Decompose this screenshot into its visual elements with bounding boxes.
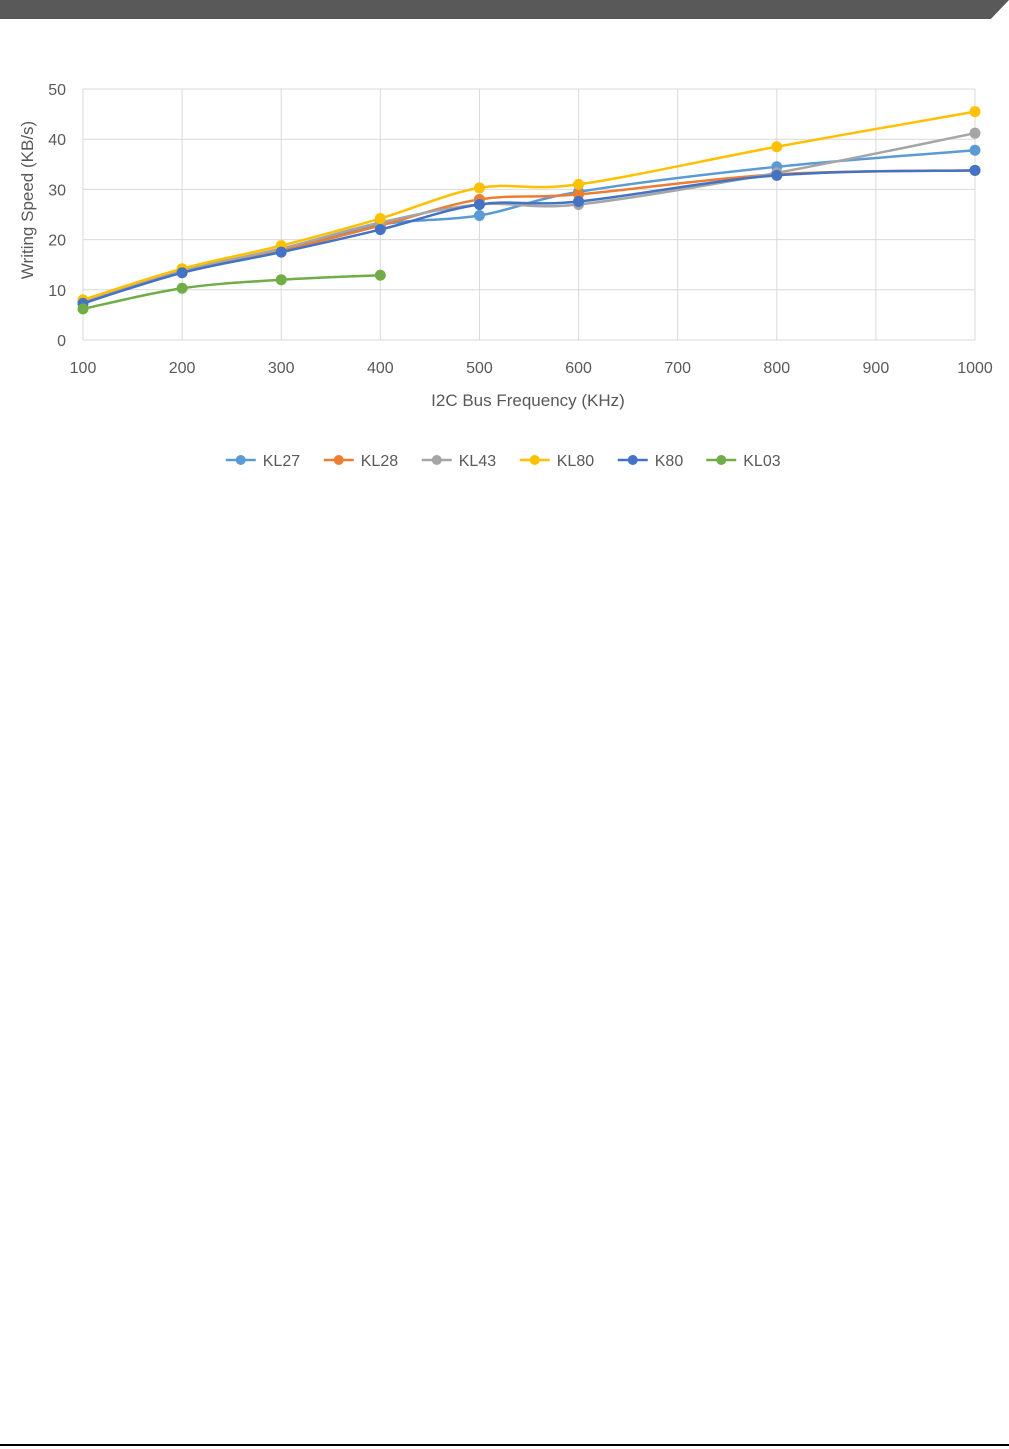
data-point <box>275 274 287 286</box>
data-point <box>573 195 585 207</box>
legend-label: KL28 <box>361 453 398 470</box>
legend-label: K80 <box>655 453 684 470</box>
x-tick-label: 900 <box>863 360 890 377</box>
x-axis-label: I2C Bus Frequency (KHz) <box>431 391 625 410</box>
data-point <box>374 213 386 225</box>
x-tick-label: 800 <box>763 360 790 377</box>
legend-swatch-marker <box>235 455 246 465</box>
data-point <box>275 246 287 258</box>
series-line <box>82 131 976 303</box>
x-tick-label: 100 <box>70 360 97 377</box>
legend-label: KL43 <box>459 453 496 470</box>
x-tick-label: 200 <box>169 360 196 377</box>
y-tick-label: 10 <box>48 283 66 300</box>
data-point <box>77 303 89 315</box>
legend-swatch-marker <box>627 455 638 465</box>
data-point <box>969 127 981 139</box>
data-point <box>374 224 386 236</box>
data-point <box>473 210 485 222</box>
legend-item: KL28 <box>323 453 398 470</box>
data-point <box>176 282 188 294</box>
data-point <box>771 169 783 181</box>
y-tick-label: 50 <box>48 82 66 99</box>
grid-lines <box>82 88 976 341</box>
x-tick-labels: 100 200 300 400 500 600 700 800 900 1000 <box>70 360 993 377</box>
legend-label: KL80 <box>557 453 594 470</box>
header-band <box>0 0 1009 19</box>
y-tick-label: 20 <box>48 233 66 250</box>
y-tick-label: 40 <box>48 132 66 149</box>
data-point <box>473 198 485 210</box>
series-kl43 <box>77 127 981 307</box>
y-tick-label: 0 <box>57 333 66 350</box>
legend-item: KL03 <box>706 453 781 470</box>
y-tick-labels: 0 10 20 30 40 50 <box>48 82 66 350</box>
legend: KL27 KL28 KL43 KL80 K80 KL03 <box>225 453 781 470</box>
series-line <box>82 273 381 311</box>
data-point <box>374 269 386 281</box>
series-line <box>82 169 976 305</box>
series-k80 <box>77 164 981 309</box>
legend-item: K80 <box>617 453 684 470</box>
data-point <box>771 141 783 153</box>
data-point <box>969 106 981 118</box>
x-tick-label: 1000 <box>957 360 993 377</box>
data-point <box>969 164 981 176</box>
y-axis-label: Writing Speed (KB/s) <box>18 121 37 279</box>
series-kl27 <box>77 144 981 308</box>
legend-item: KL43 <box>421 453 496 470</box>
legend-item: KL80 <box>519 453 594 470</box>
legend-item: KL27 <box>225 453 300 470</box>
data-point <box>473 182 485 194</box>
footer-rule <box>0 1444 1009 1446</box>
series-group <box>77 106 981 315</box>
x-tick-label: 600 <box>565 360 592 377</box>
legend-swatch-marker <box>333 455 344 465</box>
data-point <box>969 144 981 156</box>
legend-swatch-marker <box>431 455 442 465</box>
legend-swatch-marker <box>716 455 727 465</box>
legend-swatch-marker <box>529 455 540 465</box>
x-tick-label: 400 <box>367 360 394 377</box>
y-tick-label: 30 <box>48 182 66 199</box>
legend-label: KL03 <box>743 453 780 470</box>
x-tick-label: 300 <box>268 360 295 377</box>
legend-label: KL27 <box>263 453 300 470</box>
x-tick-label: 500 <box>466 360 493 377</box>
data-point <box>573 178 585 190</box>
data-point <box>176 267 188 279</box>
x-tick-label: 700 <box>664 360 691 377</box>
series-kl80 <box>77 106 981 306</box>
series-kl03 <box>77 269 386 315</box>
